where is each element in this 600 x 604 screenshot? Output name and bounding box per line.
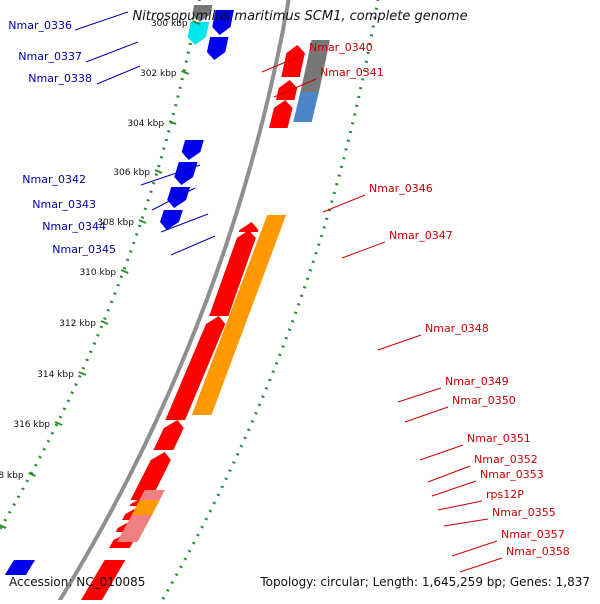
backbone-line xyxy=(57,0,291,600)
reverse-gene-label: Nmar_0348 xyxy=(425,322,489,335)
ruler-tick-label: 310 kbp xyxy=(79,268,116,278)
gene-blue xyxy=(206,37,229,60)
ruler-tick xyxy=(138,219,147,224)
ruler-tick xyxy=(0,524,7,529)
ruler-tick xyxy=(154,169,163,174)
reverse-gene-label: Nmar_0353 xyxy=(480,468,544,481)
ruler-inner-arc xyxy=(0,0,201,532)
reverse-gene-label-leader xyxy=(459,557,503,573)
gene-red xyxy=(153,420,184,450)
topology-text: Topology: circular; Length: 1,645,259 bp… xyxy=(260,575,590,589)
ruler-tick xyxy=(100,320,109,325)
ruler-tick-label: 318 kbp xyxy=(0,471,24,481)
forward-gene-label-leader xyxy=(151,187,196,211)
ruler-tick-label: 300 kbp xyxy=(151,19,188,29)
reverse-gene-label: Nmar_0351 xyxy=(467,432,531,445)
gene-red xyxy=(130,452,171,500)
gene-red xyxy=(81,560,126,600)
ruler-tick xyxy=(168,120,177,125)
gene-red xyxy=(165,316,226,420)
reverse-gene-label: Nmar_0355 xyxy=(492,506,556,519)
gene-blue xyxy=(160,210,183,230)
forward-gene-label-leader xyxy=(160,213,209,233)
gene-pink xyxy=(117,515,152,542)
gene-blue xyxy=(181,140,204,160)
reverse-gene-label: Nmar_0358 xyxy=(506,545,570,558)
reverse-gene-label-leader xyxy=(377,334,422,351)
ruler-tick-label: 308 kbp xyxy=(97,218,134,228)
reverse-gene-label-leader xyxy=(397,387,442,403)
forward-gene-label: Nmar_0344 xyxy=(42,220,106,233)
gene-red xyxy=(238,222,259,232)
forward-gene-label: Nmar_0336 xyxy=(8,19,72,32)
gene-red xyxy=(209,230,256,316)
gene-pink xyxy=(139,490,165,500)
ruler-tick xyxy=(192,20,201,25)
forward-gene-label-leader xyxy=(74,11,129,31)
gene-red xyxy=(281,45,305,77)
reverse-gene-label: Nmar_0341 xyxy=(320,66,384,79)
ruler-tick xyxy=(54,421,63,426)
gene-track xyxy=(4,5,330,600)
forward-gene-label: Nmar_0345 xyxy=(52,243,116,256)
gene-red xyxy=(275,80,298,100)
reverse-gene-label: Nmar_0357 xyxy=(501,528,565,541)
accession-text: Accession: NC_010085 xyxy=(9,575,146,589)
ruler-outer-arc xyxy=(160,0,380,600)
gene-gray xyxy=(192,5,213,22)
reverse-gene-label: Nmar_0349 xyxy=(445,375,509,388)
reverse-gene-label-leader xyxy=(261,53,306,73)
ruler-tick-label: 316 kbp xyxy=(13,420,50,430)
gene-blue xyxy=(174,162,198,185)
reverse-gene-label: rps12P xyxy=(486,488,524,501)
forward-gene-label: Nmar_0337 xyxy=(18,50,82,63)
forward-gene-label: Nmar_0343 xyxy=(32,198,96,211)
ruler-tick-label: 304 kbp xyxy=(127,119,164,129)
reverse-gene-label: Nmar_0346 xyxy=(369,182,433,195)
gene-blue xyxy=(212,10,234,35)
ruler-tick-label: 314 kbp xyxy=(37,370,74,380)
ruler-tick xyxy=(78,371,87,376)
forward-gene-label-leader xyxy=(140,164,201,186)
reverse-gene-label-leader xyxy=(273,78,317,98)
reverse-gene-label-leader xyxy=(419,444,464,461)
reverse-gene-label-leader xyxy=(322,194,366,213)
ruler-tick-label: 312 kbp xyxy=(59,319,96,329)
reverse-gene-label: Nmar_0350 xyxy=(452,394,516,407)
ruler-tick-label: 302 kbp xyxy=(140,69,177,79)
reverse-gene-label-leader xyxy=(341,241,386,259)
gene-labels: 300 kbp 302 kbp 304 kbp 306 kbp 308 kbp 310 k… xyxy=(0,11,570,573)
ruler-tick-label: 306 kbp xyxy=(113,168,150,178)
reverse-gene-label-leader xyxy=(431,480,477,497)
gene-red xyxy=(269,100,293,128)
ruler-track xyxy=(0,0,380,600)
forward-gene-label-leader xyxy=(85,41,139,63)
reverse-gene-label-leader xyxy=(437,500,483,511)
reverse-gene-label-leader xyxy=(404,406,449,423)
gene-orange xyxy=(131,500,160,515)
forward-gene-label: Nmar_0338 xyxy=(28,72,92,85)
gene-cyan xyxy=(187,22,210,45)
gene-blue xyxy=(4,560,36,575)
forward-gene-label-leader xyxy=(96,65,141,85)
gene-blue xyxy=(167,187,191,208)
reverse-gene-label-leader xyxy=(451,540,498,557)
gene-steel xyxy=(293,92,319,122)
ruler-tick xyxy=(28,472,36,477)
reverse-gene-label: Nmar_0347 xyxy=(389,229,453,242)
gene-gray xyxy=(305,40,330,70)
forward-gene-label-leader xyxy=(170,235,216,256)
backbone-track xyxy=(57,0,291,600)
forward-gene-label: Nmar_0342 xyxy=(22,173,86,186)
reverse-gene-label: Nmar_0352 xyxy=(474,453,538,466)
gene-orange xyxy=(191,215,287,415)
map-title: Nitrosopumilus maritimus SCM1, complete … xyxy=(132,9,468,24)
ruler-tick xyxy=(120,269,129,274)
reverse-gene-label-leader xyxy=(427,465,471,483)
ruler-tick xyxy=(181,70,190,75)
reverse-gene-label: Nmar_0340 xyxy=(309,41,373,54)
reverse-gene-label-leader xyxy=(443,518,489,527)
